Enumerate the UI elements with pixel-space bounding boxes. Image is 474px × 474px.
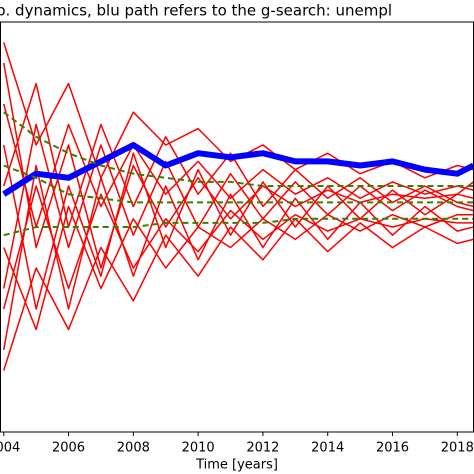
x-tick-label: 2006 — [52, 441, 85, 456]
x-tick-label: 2018 — [441, 441, 474, 456]
x-tick-label: 2014 — [311, 441, 344, 456]
series-line — [3, 82, 474, 228]
series-line — [3, 217, 474, 237]
x-tick-label: 2012 — [246, 441, 279, 456]
series-line — [3, 123, 474, 289]
series-line — [3, 62, 474, 269]
series-line — [3, 218, 474, 371]
series-line — [3, 103, 474, 228]
series-line — [3, 111, 474, 187]
x-tick-label: 2010 — [182, 441, 215, 456]
series-line — [3, 205, 474, 331]
x-axis-label: Time [years] — [195, 458, 278, 473]
series-line — [3, 164, 474, 351]
x-tick-label: 2008 — [117, 441, 150, 456]
x-tick-label: 2016 — [376, 441, 409, 456]
series-line — [3, 164, 474, 204]
x-tick-label: 2004 — [0, 441, 20, 456]
series-line — [2, 142, 474, 197]
chart-title: b. dynamics, blu path refers to the g-se… — [0, 2, 392, 20]
